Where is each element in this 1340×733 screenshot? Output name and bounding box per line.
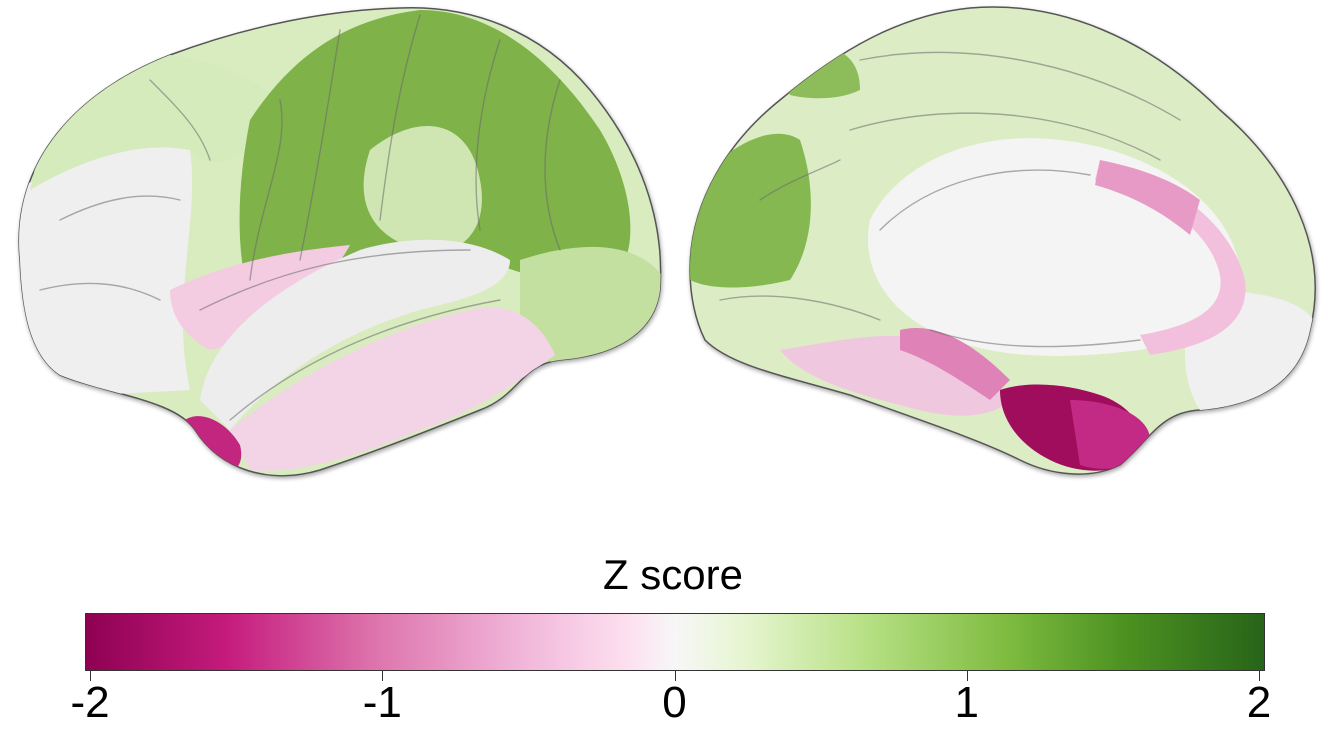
brain-surface-figure xyxy=(18,6,1316,477)
right-hemisphere xyxy=(689,6,1316,475)
tick-mark xyxy=(1259,671,1260,681)
tick-label: -2 xyxy=(70,678,110,727)
region-inferior-temporal xyxy=(230,307,555,471)
region-frontal-pole xyxy=(19,147,193,400)
colorbar-ticks: -2 -1 0 1 2 xyxy=(0,671,1340,733)
tick-label: 0 xyxy=(662,678,687,727)
left-hemisphere xyxy=(18,7,662,477)
region-insula xyxy=(170,245,350,350)
tick-label: 2 xyxy=(1246,678,1272,727)
tick-label: 1 xyxy=(954,678,979,727)
tick-mark xyxy=(966,671,968,681)
tick-mark xyxy=(674,671,676,681)
colorbar-title: Z score xyxy=(602,551,744,598)
colorbar-gradient xyxy=(85,613,1265,671)
region-superior-temporal xyxy=(200,239,510,430)
tick-mark xyxy=(90,671,91,681)
region-parahippocampal xyxy=(780,335,1010,416)
tick-mark xyxy=(382,671,384,681)
tick-label: -1 xyxy=(362,678,402,727)
